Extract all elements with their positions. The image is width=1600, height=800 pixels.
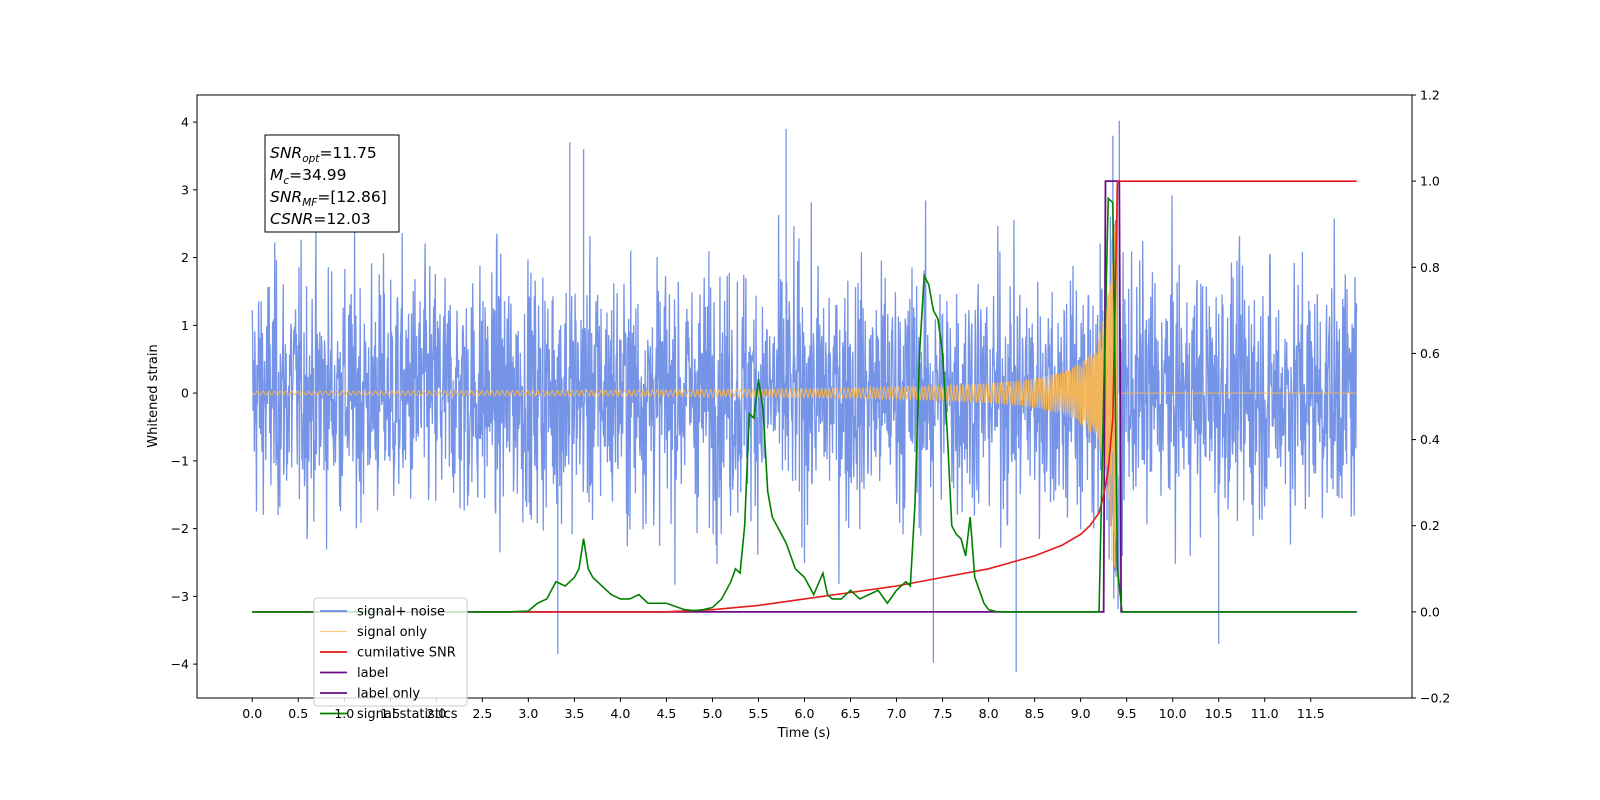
- legend-entry-label: cumilative SNR: [357, 646, 456, 661]
- x-tick-label: 11.0: [1251, 706, 1279, 721]
- x-tick-label: 3.5: [564, 706, 584, 721]
- y-left-tick-label: −4: [171, 657, 189, 672]
- x-axis-ticks: 0.0 0.5 1.0 1.5 2.0 2.5 3.0 3.5 4.0 4.5 5.0 5.5 6.0 6…: [242, 698, 1325, 721]
- y-left-tick-label: 1: [181, 318, 189, 333]
- y-left-tick-label: −1: [171, 453, 189, 468]
- y-right-tick-label: 0.6: [1420, 346, 1440, 361]
- legend-entry-label: signal statistics: [357, 707, 458, 722]
- info-box-frame: [264, 134, 400, 233]
- x-tick-label: 2.0: [426, 706, 446, 721]
- x-tick-label: 8.5: [1025, 706, 1045, 721]
- snr-info-box: SNRopt=11.75Mc=34.99SNRMF=[12.86]CSNR=12…: [264, 134, 400, 233]
- y-right-tick-label: 1.2: [1420, 88, 1440, 103]
- series-signal-only: [251, 186, 1357, 595]
- x-tick-label: 4.5: [656, 706, 676, 721]
- y-right-tick-label: 0.2: [1420, 518, 1440, 533]
- x-tick-label: 9.5: [1117, 706, 1137, 721]
- y-left-tick-label: 4: [181, 115, 189, 130]
- x-tick-label: 6.0: [795, 706, 815, 721]
- x-tick-label: 11.5: [1297, 706, 1325, 721]
- y-right-tick-label: 0.4: [1420, 432, 1440, 447]
- y-right-tick-label: 1.0: [1420, 174, 1440, 189]
- x-tick-label: 5.0: [703, 706, 723, 721]
- legend-entry-label: label only: [357, 687, 420, 702]
- legend-entry-label: signal only: [357, 625, 427, 640]
- x-tick-label: 10.0: [1159, 706, 1187, 721]
- y-left-tick-label: 3: [181, 182, 189, 197]
- legend: signal+ noise signal only cumilative SNR la…: [313, 597, 468, 722]
- info-line: SNRMF=[12.86]: [270, 188, 387, 209]
- y-left-tick-label: −3: [171, 589, 189, 604]
- x-tick-label: 4.0: [610, 706, 630, 721]
- legend-frame: [313, 597, 468, 707]
- y-axis-left-ticks: −4 −3 −2 −1 0 1 2 3 4: [171, 115, 197, 672]
- x-tick-label: 8.0: [979, 706, 999, 721]
- info-line: CSNR=12.03: [270, 210, 371, 228]
- x-tick-label: 9.0: [1071, 706, 1091, 721]
- y-left-tick-label: −2: [171, 521, 189, 536]
- y-left-tick-label: 0: [181, 386, 189, 401]
- x-tick-label: 0.0: [242, 706, 262, 721]
- info-line: Mc=34.99: [270, 166, 347, 187]
- x-tick-label: 10.5: [1205, 706, 1233, 721]
- x-tick-label: 5.5: [749, 706, 769, 721]
- y-right-tick-label: −0.2: [1420, 691, 1450, 706]
- y-axis-label: Whitened strain: [146, 344, 161, 447]
- y-right-tick-label: 0.8: [1420, 260, 1440, 275]
- legend-entry-label: signal+ noise: [357, 605, 445, 620]
- series-cumulative-snr: [252, 180, 1357, 613]
- x-tick-label: 7.0: [887, 706, 907, 721]
- info-line: SNRopt=11.75: [270, 144, 377, 165]
- x-tick-label: 1.5: [380, 706, 400, 721]
- x-tick-label: 2.5: [472, 706, 492, 721]
- x-tick-label: 3.0: [518, 706, 538, 721]
- y-right-tick-label: 0.0: [1420, 604, 1440, 619]
- x-tick-label: 0.5: [288, 706, 308, 721]
- legend-entry-label: label: [357, 666, 388, 681]
- x-axis-label: Time (s): [777, 726, 831, 741]
- y-axis-right-ticks: −0.2 0.0 0.2 0.4 0.6 0.8 1.0 1.2: [1412, 88, 1450, 706]
- x-tick-label: 6.5: [841, 706, 861, 721]
- series-signal-statistics: [252, 196, 1357, 613]
- series-layer: [251, 120, 1358, 673]
- x-tick-label: 7.5: [933, 706, 953, 721]
- y-left-tick-label: 2: [181, 250, 189, 265]
